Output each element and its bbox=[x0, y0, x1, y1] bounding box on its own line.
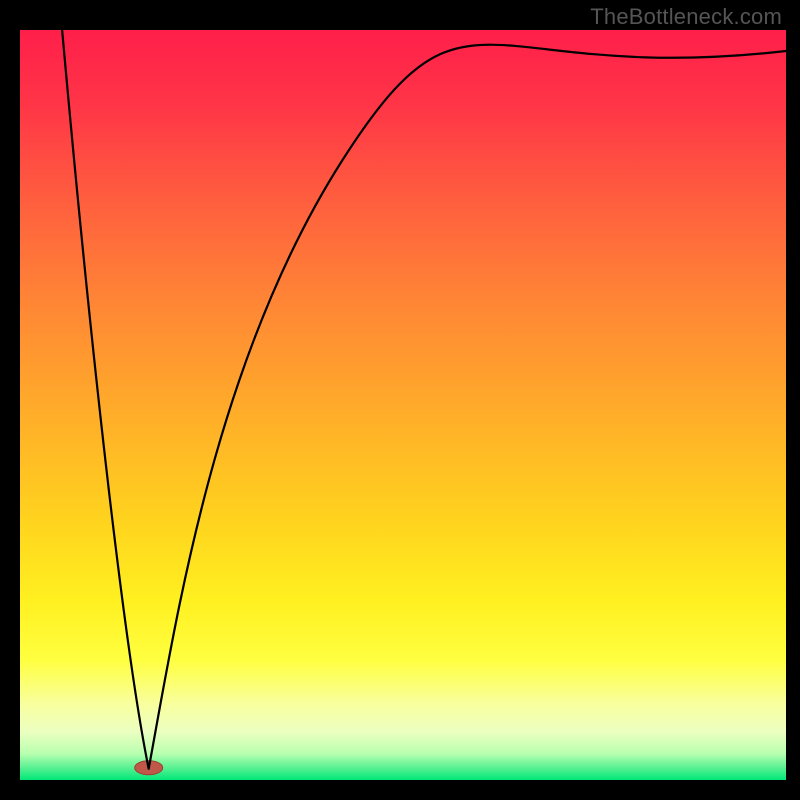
chart-container: TheBottleneck.com bbox=[0, 0, 800, 800]
plot-gradient-background bbox=[20, 30, 786, 780]
bottleneck-chart-svg bbox=[0, 0, 800, 800]
watermark-text: TheBottleneck.com bbox=[590, 4, 782, 30]
